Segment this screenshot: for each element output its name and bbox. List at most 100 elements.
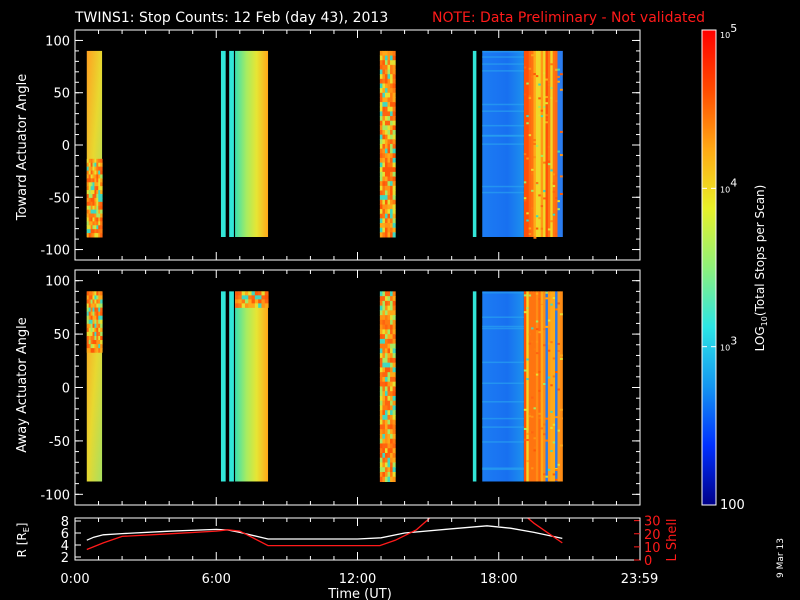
heatmap-cell	[88, 327, 92, 333]
heatmap-cell	[390, 296, 394, 302]
heatmap-cell	[559, 354, 563, 357]
heatmap-cell	[382, 111, 386, 117]
heatmap-cell	[94, 162, 97, 168]
heatmap-cell	[92, 166, 95, 172]
heatmap-cell	[382, 400, 386, 406]
heatmap-cell	[555, 478, 559, 481]
heatmap-cell	[92, 233, 95, 238]
heatmap-cell	[538, 370, 542, 373]
heatmap-cell	[384, 343, 389, 349]
heatmap-cell	[88, 217, 92, 222]
heatmap-cell	[379, 167, 383, 173]
heatmap-cell	[390, 452, 394, 459]
heatmap-cell	[98, 323, 101, 329]
l-tick-label: 30	[644, 515, 661, 530]
heatmap-cell	[387, 357, 391, 364]
heatmap-cell	[387, 367, 391, 373]
heatmap-cell	[552, 357, 556, 360]
heatmap-cell	[379, 424, 383, 430]
heatmap-block	[229, 291, 234, 482]
heatmap-cell	[379, 157, 383, 164]
heatmap-cell	[98, 229, 101, 234]
heatmap-cell	[382, 195, 386, 201]
heatmap-cell	[387, 218, 391, 224]
heatmap-cell	[392, 462, 396, 468]
heatmap-cell	[392, 467, 396, 473]
heatmap-cell	[533, 55, 537, 58]
heatmap-cell	[384, 129, 389, 136]
heatmap-cell	[382, 353, 386, 359]
heatmap-cell	[547, 376, 551, 379]
heatmap-cell	[382, 357, 386, 364]
heatmap-cell	[535, 373, 539, 376]
heatmap-cell	[251, 291, 256, 296]
heatmap-cell	[86, 170, 90, 175]
heatmap-cell	[523, 181, 527, 184]
heatmap-cell	[384, 305, 389, 311]
heatmap-cell	[86, 331, 90, 337]
heatmap-cell	[384, 310, 389, 316]
heatmap-cell	[100, 186, 103, 191]
heatmap-cell	[384, 471, 389, 478]
heatmap-cell	[100, 166, 103, 172]
heatmap-cell	[238, 303, 243, 308]
heatmap-cell	[100, 217, 103, 222]
heatmap-cell	[379, 181, 383, 187]
heatmap-cell	[392, 329, 396, 335]
heatmap-cell	[390, 315, 394, 321]
heatmap-cell	[387, 329, 391, 335]
heatmap-cell	[94, 307, 97, 313]
heatmap-cell	[390, 129, 394, 136]
heatmap-cell	[100, 213, 103, 218]
heatmap-cell	[96, 331, 99, 337]
heatmap-cell	[523, 66, 527, 69]
heatmap-cell	[482, 382, 524, 385]
heatmap-cell	[535, 50, 539, 238]
heatmap-cell	[390, 405, 394, 411]
heatmap-cell	[96, 344, 99, 349]
heatmap-cell	[241, 295, 246, 300]
heatmap-cell	[382, 386, 386, 392]
heatmap-cell	[535, 227, 539, 230]
heatmap-cell	[379, 162, 383, 168]
heatmap-cell	[392, 424, 396, 430]
heatmap-cell	[390, 181, 394, 187]
heatmap-cell	[98, 307, 101, 313]
heatmap-cell	[384, 199, 389, 205]
heatmap-cell	[96, 307, 99, 313]
heatmap-cell	[98, 315, 101, 321]
heatmap-cell	[100, 205, 103, 211]
heatmap-cell	[392, 218, 396, 224]
heatmap-cell	[390, 64, 394, 71]
heatmap-cell	[384, 157, 389, 164]
heatmap-cell	[547, 349, 551, 352]
side-date-stamp: 9 Mar 13	[776, 538, 786, 578]
heatmap-cell	[92, 194, 95, 199]
heatmap-cell	[100, 295, 103, 300]
heatmap-cell	[390, 97, 394, 103]
heatmap-cell	[382, 148, 386, 154]
heatmap-cell	[379, 60, 383, 66]
heatmap-cell	[559, 291, 563, 482]
heatmap-cell	[384, 476, 389, 482]
heatmap-cell	[523, 93, 527, 96]
heatmap-cell	[382, 92, 386, 98]
heatmap-cell	[384, 372, 389, 378]
heatmap-cell	[390, 353, 394, 359]
heatmap-cell	[382, 134, 386, 140]
heatmap-cell	[531, 291, 534, 482]
heatmap-block	[220, 291, 226, 482]
heatmap-cell	[533, 348, 537, 351]
heatmap-cell	[392, 471, 396, 478]
heatmap-cell	[98, 233, 101, 238]
heatmap-cell	[382, 209, 386, 215]
heatmap-cell	[526, 82, 530, 85]
heatmap-cell	[94, 335, 97, 341]
heatmap-cell	[390, 227, 394, 233]
heatmap-cell	[248, 303, 253, 308]
heatmap-cell	[531, 50, 534, 238]
heatmap-cell	[482, 103, 524, 106]
heatmap-cell	[390, 348, 394, 354]
heatmap-cell	[96, 194, 99, 199]
heatmap-cell	[550, 63, 554, 66]
